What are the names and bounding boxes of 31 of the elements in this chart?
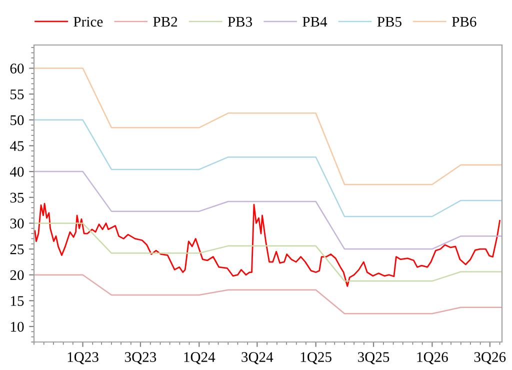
y-tick-label: 60: [10, 64, 24, 74]
x-tick-label: 1Q24: [184, 352, 216, 364]
x-tick-label: 1Q26: [417, 352, 448, 364]
x-tick-label: 3Q26: [474, 352, 506, 364]
legend-label: PB4: [302, 16, 328, 27]
x-tick-label: 1Q25: [300, 352, 332, 364]
y-tick-label: 20: [10, 270, 24, 280]
y-tick-label: 55: [10, 90, 24, 100]
y-tick-label: 40: [10, 166, 24, 177]
line-series: [34, 274, 502, 314]
legend-label: PB6: [452, 16, 476, 27]
y-tick-label: 45: [10, 141, 24, 151]
y-tick-label: 15: [10, 296, 24, 306]
line-series: [34, 119, 502, 218]
line-series: [34, 222, 502, 282]
y-tick-label: 25: [10, 244, 24, 254]
legend-label: PB5: [377, 17, 402, 27]
legend-label: PB2: [153, 16, 178, 27]
legend-label: PB3: [228, 16, 252, 27]
y-tick-label: 10: [10, 322, 24, 332]
y-tick-label: 30: [10, 218, 24, 228]
line-series: [34, 68, 502, 186]
line-series: [34, 202, 500, 287]
x-tick-label: 1Q23: [68, 352, 98, 364]
legend-label: Price: [74, 16, 103, 27]
x-tick-label: 3Q25: [358, 352, 390, 364]
y-tick-label: 35: [10, 192, 24, 203]
x-tick-label: 3Q24: [242, 352, 274, 364]
line-series: [34, 170, 502, 250]
y-tick-label: 50: [10, 115, 24, 126]
x-tick-label: 3Q23: [124, 352, 156, 364]
